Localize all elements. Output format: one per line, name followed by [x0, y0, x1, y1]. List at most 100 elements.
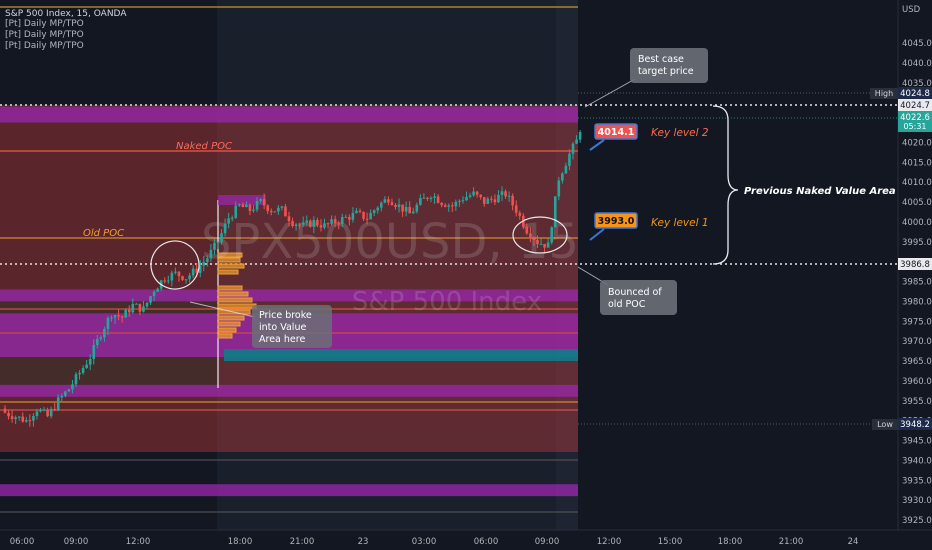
candle-body: [220, 233, 223, 243]
candle-body: [21, 416, 25, 422]
bounced-callout[interactable]: Bounced of old POC: [577, 266, 677, 315]
key-level-2-marker[interactable]: 4014.1 Key level 2: [589, 123, 709, 151]
badge-bg: [898, 258, 932, 270]
candle-body: [397, 204, 401, 207]
callout-text: into Value: [259, 322, 306, 333]
candle-body: [543, 243, 546, 248]
candle-body: [575, 139, 578, 144]
candle-body: [234, 205, 238, 218]
candle-body: [323, 223, 326, 228]
indicator-legend[interactable]: [Pt] Daily MP/TPO: [5, 41, 84, 51]
price-tick-label: 3970.0: [902, 337, 932, 347]
candle-body: [152, 291, 156, 297]
candle-body: [280, 206, 284, 208]
price-tick-label: 3955.0: [902, 397, 932, 407]
price-tick-label: 3925.0: [902, 516, 932, 526]
profile-bar: [217, 285, 243, 291]
profile-bar: [217, 297, 253, 303]
candle-body: [571, 143, 575, 154]
candle-body: [67, 389, 71, 392]
candle-body: [3, 408, 7, 413]
candle-body: [447, 205, 451, 207]
time-tick-label: 18:00: [228, 537, 253, 547]
badge-bg: [898, 87, 932, 99]
key-level-1-marker[interactable]: 3993.0 Key level 1: [589, 212, 709, 241]
chart-title[interactable]: S&P 500 Index, 15, OANDA: [5, 9, 127, 19]
candle-body: [266, 205, 269, 211]
price-tick-label: 3940.0: [902, 456, 932, 466]
candle-body: [358, 210, 362, 212]
candle-body: [340, 217, 344, 224]
profile-bar: [217, 269, 239, 275]
candle-body: [465, 197, 468, 201]
candle-body: [539, 243, 543, 245]
callout-text: Bounced of: [608, 287, 662, 298]
price-tick-label: 4045.0: [902, 39, 932, 49]
candle-body: [305, 220, 309, 223]
candle-body: [198, 265, 202, 273]
profile-bar: [217, 327, 237, 333]
indicator-legend[interactable]: [Pt] Daily MP/TPO: [5, 19, 84, 29]
candle-body: [536, 239, 539, 245]
candle-body: [142, 306, 145, 312]
candle-body: [170, 272, 174, 281]
time-tick-label: 09:00: [535, 537, 560, 547]
price-tick-label: 3980.0: [902, 297, 932, 307]
candle-body: [394, 205, 397, 207]
badge-bg: [872, 419, 898, 430]
price-tick-label: 3930.0: [902, 496, 932, 506]
old-poc-label: Old POC: [83, 228, 124, 239]
candle-body: [138, 303, 142, 312]
candle-body: [387, 199, 390, 203]
candle-body: [184, 279, 188, 281]
candle-body: [88, 359, 92, 365]
candle-body: [362, 211, 365, 219]
key-level-label: Key level 2: [651, 127, 709, 139]
price-broke-callout[interactable]: Price broke into Value Area here: [189, 301, 332, 348]
candle-body: [42, 409, 46, 411]
time-axis[interactable]: 06:00 09:00 12:00 18:00 21:00 23 03:00 06:00 09:…: [10, 537, 859, 547]
candle-body: [238, 204, 241, 206]
candle-body: [316, 219, 319, 226]
candle-body: [277, 207, 280, 212]
candle-body: [291, 221, 294, 226]
profile-bar: [217, 333, 233, 339]
candle-body: [355, 210, 358, 214]
candle-body: [490, 198, 493, 200]
candle-body: [167, 280, 170, 282]
candle-body: [546, 242, 550, 248]
candle-body: [372, 210, 376, 213]
candle-body: [401, 204, 404, 212]
price-tick-label: 4020.0: [902, 138, 932, 148]
candle-body: [319, 225, 323, 228]
breakout-circle: [150, 240, 200, 290]
candle-body: [550, 227, 553, 243]
key-level-arrow: [589, 228, 605, 241]
candle-body: [408, 206, 411, 214]
value-area-brace: [712, 105, 739, 265]
price-tick-label: 3985.0: [902, 278, 932, 288]
time-tick-label: 12:00: [597, 537, 622, 547]
band-purple: [0, 106, 578, 123]
candle-body: [553, 196, 557, 228]
candle-body: [46, 409, 49, 417]
candle-body: [127, 309, 131, 313]
candle-body: [163, 280, 167, 282]
candle-body: [149, 296, 152, 303]
candle-body: [578, 132, 582, 140]
price-tick-label: 3935.0: [902, 476, 932, 486]
time-tick-label: 24: [848, 537, 859, 547]
best-case-callout[interactable]: Best case target price: [584, 48, 708, 108]
candle-body: [188, 275, 191, 280]
candle-body: [557, 180, 561, 197]
candle-body: [113, 315, 117, 318]
candle-body: [568, 153, 571, 166]
badge-bg: [898, 111, 932, 132]
candle-body: [181, 276, 184, 280]
candle-body: [25, 420, 28, 422]
session-shade: [217, 0, 556, 530]
high-label: High: [875, 89, 893, 98]
indicator-legend[interactable]: [Pt] Daily MP/TPO: [5, 30, 84, 40]
candle-body: [504, 191, 507, 197]
